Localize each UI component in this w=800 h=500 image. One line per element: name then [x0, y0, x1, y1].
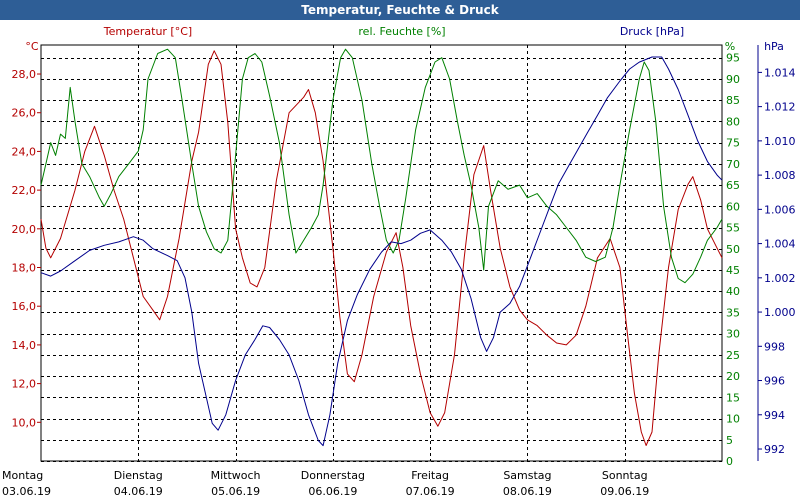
pressure-tick-label: 1.012	[764, 101, 796, 114]
temp-tick-label: 26,0	[12, 107, 37, 120]
series-temp	[40, 50, 723, 446]
humidity-tick-label: 85	[726, 94, 740, 107]
humidity-tick-label: 70	[726, 158, 740, 171]
humidity-tick-label: 35	[726, 306, 740, 319]
humidity-tick-label: 55	[726, 222, 740, 235]
pressure-unit: hPa	[764, 40, 784, 53]
humidity-tick-label: 95	[726, 52, 740, 65]
grid	[40, 44, 723, 462]
temp-tick-label: 22,0	[12, 184, 37, 197]
humidity-tick-label: 80	[726, 115, 740, 128]
pressure-tick-label: 1.006	[764, 203, 796, 216]
chart-title: Temperatur, Feuchte & Druck	[0, 0, 800, 20]
humidity-tick-label: 15	[726, 391, 740, 404]
pressure-tick-label: 1.000	[764, 306, 796, 319]
pressure-tick-label: 1.010	[764, 135, 796, 148]
temp-tick-label: 14,0	[12, 339, 37, 352]
temp-tick-label: 12,0	[12, 378, 37, 391]
day-date-label: 07.06.19	[406, 485, 455, 498]
day-date-label: 09.06.19	[600, 485, 649, 498]
axes: 10,0 12,0 14,0 16,0 18,0 20,0 22,0 24,0 26,0 28,0…	[2, 45, 796, 498]
pressure-tick-label: 1.004	[764, 238, 796, 251]
temp-tick-label: 20,0	[12, 223, 37, 236]
humidity-tick-label: 65	[726, 179, 740, 192]
pressure-tick-label: 1.002	[764, 272, 796, 285]
humidity-tick-label: 45	[726, 264, 740, 277]
series-hum	[40, 48, 723, 284]
day-name-label: Donnerstag	[301, 469, 365, 482]
humidity-axis-label: rel. Feuchte [%]	[358, 25, 445, 38]
temp-tick-label: 10,0	[12, 416, 37, 429]
pressure-axis-label: Druck [hPa]	[620, 25, 684, 38]
humidity-tick-label: 60	[726, 200, 740, 213]
humidity-unit: %	[725, 40, 735, 53]
series-press	[40, 56, 723, 447]
day-name-label: Sonntag	[602, 469, 648, 482]
temp-unit: °C	[25, 40, 39, 53]
temp-tick-label: 28,0	[12, 68, 37, 81]
day-date-label: 03.06.19	[2, 485, 51, 498]
temp-tick-label: 16,0	[12, 300, 37, 313]
pressure-tick-label: 996	[764, 375, 785, 388]
pressure-tick-label: 1.008	[764, 169, 796, 182]
humidity-tick-label: 30	[726, 328, 740, 341]
pressure-tick-label: 992	[764, 443, 785, 456]
humidity-tick-label: 10	[726, 413, 740, 426]
humidity-tick-label: 75	[726, 137, 740, 150]
humidity-tick-label: 20	[726, 370, 740, 383]
temp-axis-label: Temperatur [°C]	[103, 25, 192, 38]
day-date-label: 05.06.19	[211, 485, 260, 498]
pressure-tick-label: 998	[764, 340, 785, 353]
pressure-tick-label: 994	[764, 409, 785, 422]
day-date-label: 04.06.19	[114, 485, 163, 498]
day-date-label: 08.06.19	[503, 485, 552, 498]
chart-area: 10,0 12,0 14,0 16,0 18,0 20,0 22,0 24,0 26,0 28,0…	[0, 20, 800, 500]
humidity-tick-label: 0	[726, 455, 733, 468]
day-name-label: Samstag	[503, 469, 551, 482]
temp-tick-label: 24,0	[12, 145, 37, 158]
humidity-tick-label: 50	[726, 243, 740, 256]
day-name-label: Montag	[2, 469, 43, 482]
humidity-tick-label: 25	[726, 349, 740, 362]
day-date-label: 06.06.19	[308, 485, 357, 498]
humidity-tick-label: 40	[726, 285, 740, 298]
day-name-label: Mittwoch	[211, 469, 261, 482]
humidity-tick-label: 90	[726, 73, 740, 86]
pressure-tick-label: 1.014	[764, 66, 796, 79]
day-name-label: Dienstag	[114, 469, 163, 482]
series	[40, 48, 723, 447]
temp-tick-label: 18,0	[12, 262, 37, 275]
day-name-label: Freitag	[411, 469, 449, 482]
plot-border	[40, 44, 723, 462]
humidity-tick-label: 5	[726, 434, 733, 447]
